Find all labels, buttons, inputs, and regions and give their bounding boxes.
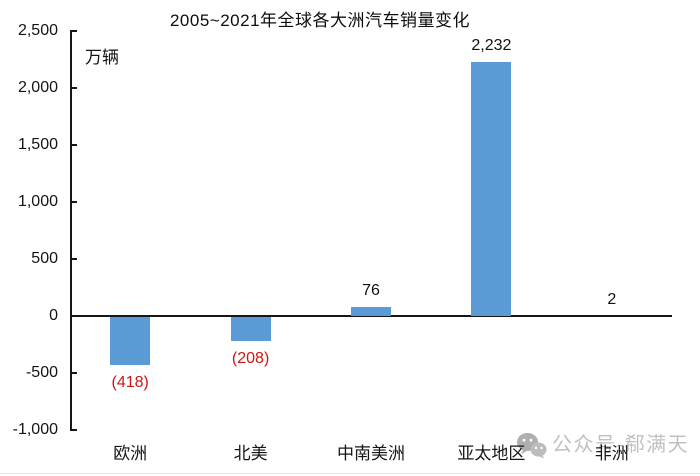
category-label-亚太地区: 亚太地区 [457, 444, 526, 463]
bar-北美 [230, 317, 271, 341]
bar-中南美洲 [351, 307, 391, 316]
category-label-北美: 北美 [233, 444, 268, 463]
bottom-divider [0, 473, 700, 474]
value-label-非洲: 2 [607, 290, 617, 308]
y-axis-line [70, 31, 72, 430]
watermark-text: 公众号-郗满天 [552, 434, 690, 456]
bar-欧洲 [110, 317, 151, 365]
value-label-亚太地区: 2,232 [471, 36, 512, 54]
chart-title: 2005~2021年全球各大洲汽车销量变化 [169, 11, 471, 30]
y-axis-tick [70, 258, 77, 260]
value-label-欧洲: (418) [111, 373, 149, 391]
y-axis-tick-label: -1,000 [12, 421, 58, 438]
y-axis-tick-label: 1,000 [17, 193, 58, 210]
watermark: 公众号-郗满天 [516, 431, 689, 459]
y-axis-tick-label: -500 [25, 364, 58, 381]
y-axis-tick [70, 372, 77, 374]
y-axis-tick [70, 30, 77, 32]
category-label-欧洲: 欧洲 [113, 444, 148, 463]
y-axis-tick-label: 2,000 [17, 79, 58, 96]
y-axis-tick-label: 0 [49, 307, 58, 324]
value-label-北美: (208) [231, 349, 270, 367]
y-axis-tick [70, 429, 77, 431]
value-label-中南美洲: 76 [362, 282, 380, 300]
wechat-icon [517, 432, 547, 458]
category-label-非洲: 非洲 [594, 444, 629, 463]
y-axis-tick [70, 144, 77, 146]
y-axis-unit-label: 万辆 [85, 48, 119, 67]
zero-axis-line [70, 315, 672, 317]
y-axis-tick [70, 87, 77, 89]
y-axis-tick-label: 1,500 [17, 136, 58, 153]
y-axis-tick [70, 201, 77, 203]
y-axis-tick-label: 500 [31, 250, 58, 267]
y-axis-tick-label: 2,500 [17, 22, 58, 39]
category-label-中南美洲: 中南美洲 [337, 444, 405, 463]
bar-亚太地区 [471, 61, 512, 316]
